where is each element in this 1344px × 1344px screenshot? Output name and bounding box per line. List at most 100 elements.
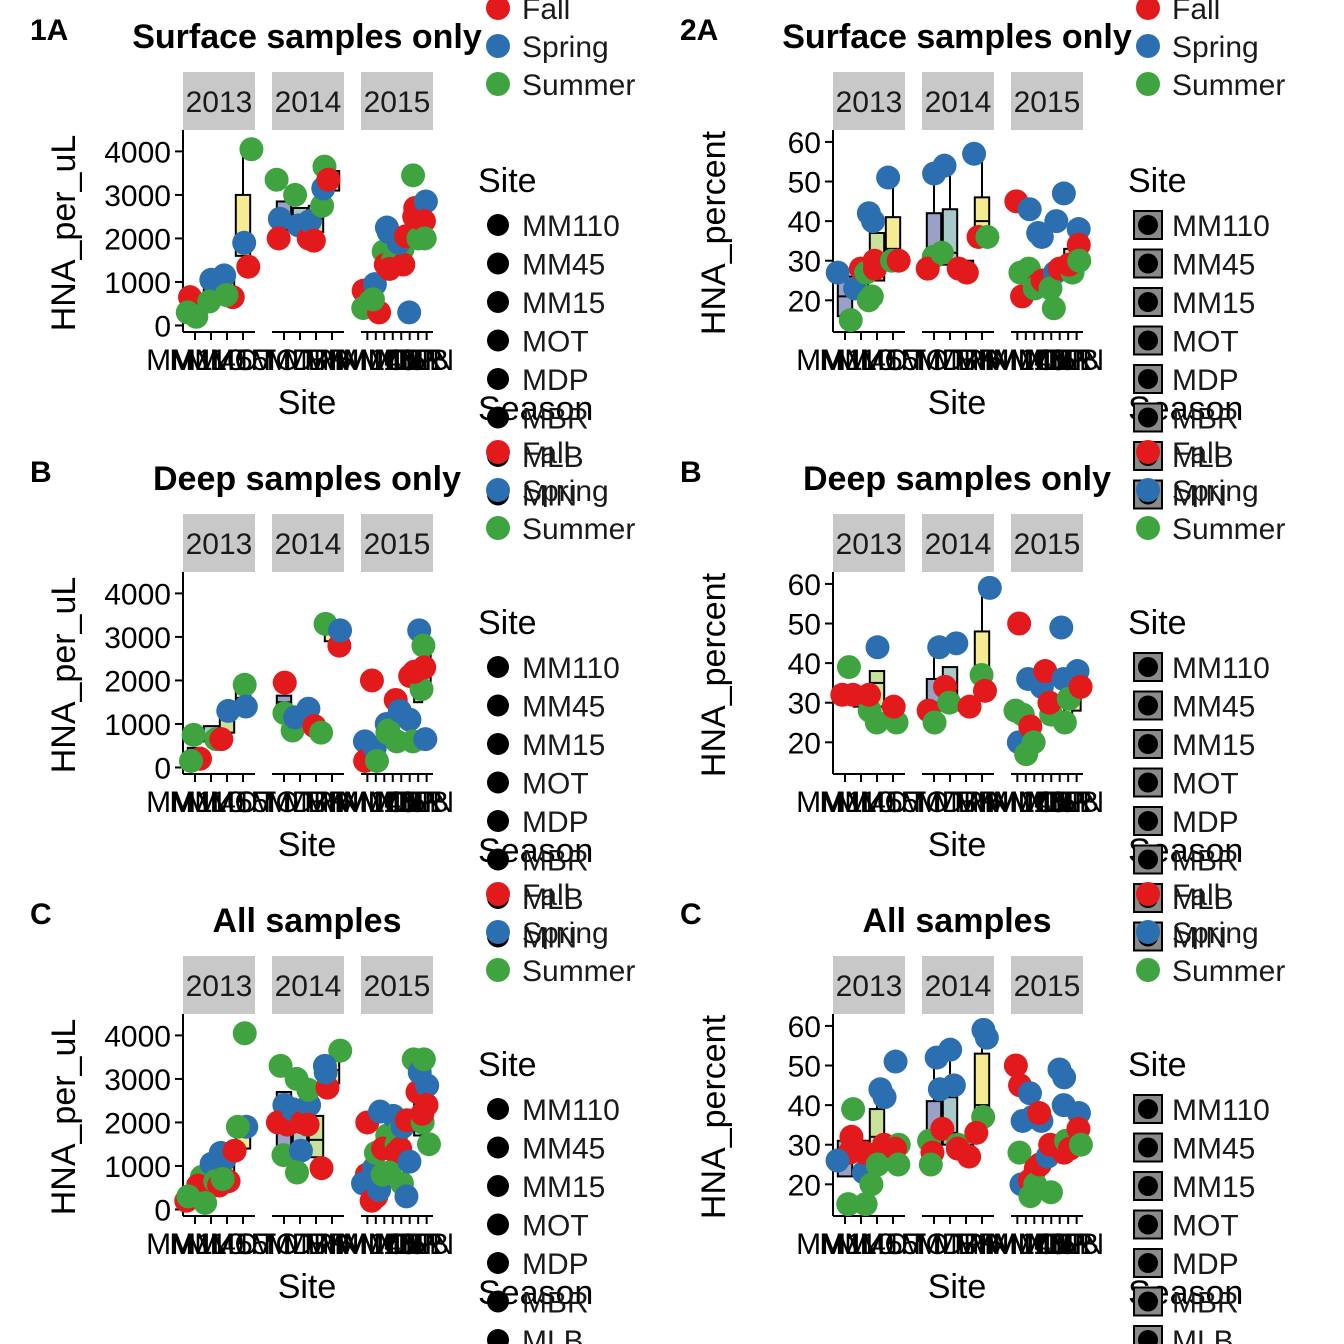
legend-season-key bbox=[1136, 958, 1160, 982]
x-axis-label: Site bbox=[928, 1268, 987, 1306]
data-point-summer bbox=[853, 1192, 878, 1217]
legend-site-label: MIN bbox=[522, 480, 577, 513]
x-tick-label: MM45 bbox=[169, 786, 252, 819]
legend-site-label: MM15 bbox=[522, 1171, 605, 1204]
data-point-spring bbox=[397, 707, 422, 732]
x-tick-label: MOT bbox=[210, 344, 277, 377]
legend-season-key bbox=[486, 882, 510, 906]
data-point-spring bbox=[1052, 1065, 1077, 1090]
x-tick-label: MOT bbox=[210, 786, 277, 819]
legend-season-label: Summer bbox=[1172, 69, 1285, 102]
data-point-summer bbox=[232, 672, 257, 697]
y-tick-label: 2000 bbox=[104, 665, 171, 698]
data-point-fall bbox=[411, 209, 436, 234]
legend-season-key bbox=[486, 958, 510, 982]
legend-site-key-dot bbox=[1138, 849, 1158, 870]
data-point-summer bbox=[859, 1172, 884, 1197]
x-tick-label: MM15 bbox=[185, 786, 268, 819]
legend-site-label: MBR bbox=[522, 845, 589, 878]
legend-site-label: MBR bbox=[1172, 403, 1239, 436]
x-tick-label: MBR bbox=[376, 1228, 443, 1261]
panel-b-2: B Deep samples only 0 1000 2000 3000 4000 HNA_p… bbox=[30, 437, 635, 955]
legend-site-label: MDP bbox=[522, 1248, 589, 1281]
legend-site-key-dot bbox=[1138, 253, 1158, 274]
x-tick-label: MDP bbox=[1018, 344, 1085, 377]
data-point-fall bbox=[954, 260, 979, 285]
x-tick-label: MDP bbox=[368, 1228, 435, 1261]
legend-site-label: MBR bbox=[522, 403, 589, 436]
data-point-fall bbox=[964, 1120, 989, 1145]
facet-strip bbox=[922, 72, 994, 130]
legend-site-label: MM45 bbox=[522, 1133, 605, 1166]
y-tick-label: 3000 bbox=[104, 180, 171, 213]
panel-tag: B bbox=[30, 456, 52, 489]
legend-site-label: MBR bbox=[522, 1287, 589, 1320]
y-tick-label: 60 bbox=[788, 569, 821, 602]
legend-site-key-dot bbox=[1138, 657, 1158, 677]
data-point-spring bbox=[962, 141, 987, 166]
legend-site-title: Site bbox=[1128, 162, 1187, 200]
x-tick-label: MM110 bbox=[146, 786, 244, 819]
data-point-summer bbox=[412, 226, 437, 251]
y-tick-label: 40 bbox=[788, 648, 821, 681]
data-point-summer bbox=[193, 1190, 218, 1215]
data-point-summer bbox=[929, 240, 954, 265]
data-point-spring bbox=[1044, 209, 1069, 234]
facet-strip bbox=[183, 956, 255, 1014]
data-point-summer bbox=[937, 690, 962, 715]
legend-site-key bbox=[487, 848, 509, 871]
x-tick-label: MBR bbox=[1026, 1228, 1093, 1261]
x-tick-label: MM15 bbox=[343, 786, 426, 819]
x-tick-label: MLB bbox=[1037, 786, 1099, 819]
legend-site-title: Site bbox=[1128, 1046, 1187, 1084]
legend-site-label: MOT bbox=[1172, 768, 1239, 801]
facet-strip bbox=[1011, 72, 1083, 130]
panel-c-6: C All samples 20 30 40 50 60 HNA_percent Site 201… bbox=[680, 879, 1285, 1344]
x-tick-label: MDP bbox=[917, 344, 984, 377]
y-axis-label: HNA_per_uL bbox=[45, 135, 83, 332]
x-tick-label: MM45 bbox=[334, 1228, 417, 1261]
x-tick-label: MM110 bbox=[318, 786, 416, 819]
x-tick-label: MM110 bbox=[968, 344, 1066, 377]
facet-strip-label: 2014 bbox=[275, 86, 342, 119]
legend-season-label: Fall bbox=[1172, 879, 1220, 912]
x-tick-label: MOT bbox=[901, 1228, 968, 1261]
legend: SeasonFallSpringSummerSiteMM110MM45MM15M… bbox=[478, 879, 635, 1344]
data-point-spring bbox=[328, 618, 353, 643]
legend-site-key-dot bbox=[1138, 772, 1158, 793]
panel-tag: 1A bbox=[30, 14, 68, 47]
y-tick-label: 20 bbox=[788, 727, 821, 760]
legend-season-key bbox=[486, 440, 510, 464]
data-point-summer bbox=[1007, 1140, 1032, 1165]
legend: SeasonFallSpringSummerSiteMM110MM45MM15M… bbox=[478, 437, 635, 955]
data-point-summer bbox=[309, 720, 334, 745]
legend-site-key-dot bbox=[1138, 811, 1158, 831]
x-tick-label: MIN bbox=[1049, 1228, 1104, 1261]
x-tick-label: MOT bbox=[860, 344, 927, 377]
x-axis-label: Site bbox=[278, 1268, 337, 1306]
data-point-summer bbox=[1021, 730, 1046, 755]
legend-season-label: Spring bbox=[1172, 917, 1259, 950]
panel-2a-4: 2A Surface samples only 20 30 40 50 60 HNA_perc… bbox=[680, 0, 1285, 513]
data-point-summer bbox=[864, 710, 889, 735]
panel-title: Deep samples only bbox=[153, 460, 461, 498]
legend-season-key bbox=[1136, 920, 1160, 944]
legend-site-label: MOT bbox=[522, 1210, 589, 1243]
x-axis-label: Site bbox=[928, 384, 987, 422]
data-point-fall bbox=[857, 682, 882, 707]
data-point-summer bbox=[836, 655, 861, 680]
x-tick-label: MM45 bbox=[819, 786, 902, 819]
panel-tag: B bbox=[680, 456, 702, 489]
y-tick-label: 4000 bbox=[104, 1020, 171, 1053]
facet-strip-label: 2015 bbox=[1014, 528, 1081, 561]
x-tick-label: MIN bbox=[955, 786, 1010, 819]
legend-site-label: MM110 bbox=[1172, 1094, 1270, 1127]
legend-site-label: MM110 bbox=[1172, 210, 1270, 243]
facet-strip-label: 2015 bbox=[364, 970, 431, 1003]
data-point-summer bbox=[214, 283, 239, 308]
x-tick-label: MM15 bbox=[343, 1228, 426, 1261]
legend: SeasonFallSpringSummerSiteMM110MM45MM15M… bbox=[478, 0, 635, 513]
legend-site-key-dot bbox=[1138, 1176, 1158, 1196]
x-tick-label: MM110 bbox=[968, 1228, 1066, 1261]
y-tick-label: 50 bbox=[788, 609, 821, 642]
